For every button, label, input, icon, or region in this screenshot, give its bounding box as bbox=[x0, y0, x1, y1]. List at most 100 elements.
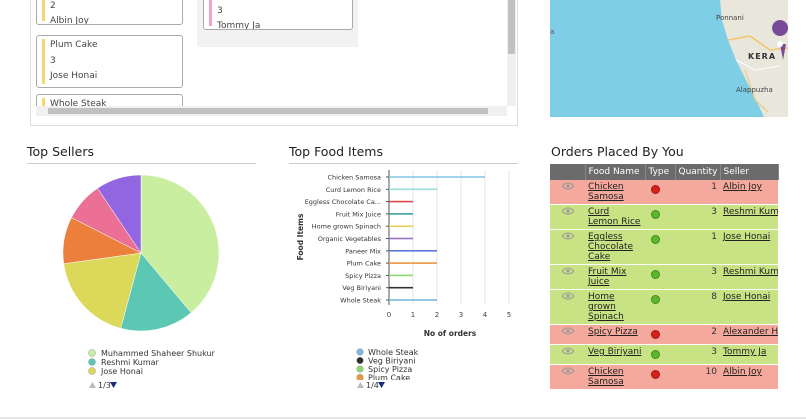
x-tick-label: 3 bbox=[459, 311, 463, 319]
header-cell: Seller bbox=[720, 164, 779, 180]
bar bbox=[389, 237, 413, 240]
legend-marker bbox=[356, 348, 364, 356]
legend-marker bbox=[88, 367, 96, 375]
legend-label: Veg Biriyani bbox=[368, 357, 416, 366]
y-tick-label: Plum Cake bbox=[347, 260, 381, 268]
view-icon-cell bbox=[550, 344, 585, 365]
seller-link[interactable]: Reshmi Kumar bbox=[723, 207, 778, 217]
quantity-cell: 3 bbox=[675, 264, 720, 290]
view-icon-cell bbox=[550, 204, 585, 230]
legend-next[interactable] bbox=[378, 382, 385, 388]
food-link[interactable]: Home grown Spinach bbox=[588, 292, 624, 322]
card: 2 Albin Joy bbox=[36, 0, 183, 25]
seller-link[interactable]: Tommy Ja bbox=[723, 347, 767, 357]
type-dot bbox=[651, 370, 660, 379]
food-cell: Chicken Samosa bbox=[585, 180, 645, 205]
seller-cell: Jose Honai bbox=[720, 229, 778, 265]
header-cell: Quantity bbox=[675, 164, 721, 180]
v-scrollbar bbox=[507, 0, 516, 106]
legend-prev bbox=[357, 382, 364, 388]
pie-slice bbox=[140, 174, 220, 314]
type-cell bbox=[645, 289, 675, 325]
header-cell: Food Name bbox=[585, 164, 646, 180]
section-title: Top Food Items bbox=[289, 144, 383, 159]
header-cell bbox=[550, 164, 586, 180]
quantity-cell: 1 bbox=[675, 180, 720, 205]
card-stripe bbox=[209, 0, 212, 26]
seller-cell: Reshmi Kumar bbox=[720, 264, 778, 290]
card-title: Plum Cake bbox=[50, 40, 98, 50]
quantity-cell: 2 bbox=[675, 324, 720, 345]
x-tick-label: 4 bbox=[483, 311, 488, 319]
y-axis-title: Food Items bbox=[296, 213, 305, 260]
food-cell: Curd Lemon Rice bbox=[585, 204, 645, 230]
seller-link[interactable]: Reshmi Kumar bbox=[723, 267, 778, 277]
food-link[interactable]: Eggless Chocolate Cake bbox=[588, 232, 634, 262]
y-tick-label: Eggless Chocolate Ca... bbox=[305, 198, 381, 206]
seller-cell: Tommy Ja bbox=[720, 344, 778, 365]
legend-marker bbox=[356, 365, 364, 373]
pie-slice bbox=[120, 252, 192, 332]
bar bbox=[389, 299, 437, 301]
food-link[interactable]: Chicken Samosa bbox=[588, 182, 624, 202]
seller-link[interactable]: Alexander Hen bbox=[723, 327, 778, 337]
seller-link[interactable]: Albin Joy bbox=[723, 367, 762, 377]
legend-marker bbox=[356, 373, 364, 380]
view-icon[interactable] bbox=[560, 182, 575, 193]
divider bbox=[27, 163, 256, 164]
legend-label: Reshmi Kumar bbox=[101, 358, 160, 367]
type-dot bbox=[651, 185, 660, 194]
legend-prev bbox=[89, 382, 96, 388]
legend-label: Jose Honai bbox=[100, 367, 143, 376]
seller-link[interactable]: Jose Honai bbox=[723, 292, 771, 302]
y-tick-label: Whole Steak bbox=[340, 297, 381, 305]
view-icon-cell bbox=[550, 180, 585, 205]
food-link[interactable]: Fruit Mix Juice bbox=[588, 267, 627, 287]
food-cell: Home grown Spinach bbox=[585, 289, 645, 325]
map-label: Ponnani bbox=[716, 14, 744, 22]
section-title: Top Sellers bbox=[27, 144, 94, 159]
card-stripe bbox=[42, 98, 45, 110]
food-link[interactable]: Chicken Samosa bbox=[588, 367, 624, 387]
card-quantity: 3 bbox=[50, 56, 56, 66]
type-cell bbox=[645, 180, 675, 205]
map-label: Alappuzha bbox=[736, 86, 773, 94]
bar bbox=[389, 225, 413, 227]
legend-next[interactable] bbox=[110, 382, 117, 388]
view-icon[interactable] bbox=[560, 232, 575, 243]
view-icon[interactable] bbox=[560, 292, 575, 303]
pie-slice bbox=[63, 252, 142, 329]
seller-cell: Albin Joy bbox=[720, 364, 778, 390]
card-customer: Jose Honai bbox=[50, 71, 98, 81]
footer-line bbox=[0, 417, 806, 419]
food-link[interactable]: Veg Biriyani bbox=[588, 347, 642, 357]
card-stripe bbox=[42, 0, 45, 21]
food-link[interactable]: Curd Lemon Rice bbox=[588, 207, 641, 227]
view-icon[interactable] bbox=[560, 267, 575, 278]
seller-link[interactable]: Jose Honai bbox=[723, 232, 771, 242]
order-row: Veg Biriyani 3 Tommy Ja bbox=[550, 344, 778, 365]
legend-label: Spicy Pizza bbox=[368, 365, 412, 374]
type-cell bbox=[645, 204, 675, 230]
view-icon[interactable] bbox=[560, 347, 575, 358]
food-link[interactable]: Spicy Pizza bbox=[588, 327, 638, 337]
legend-marker bbox=[88, 358, 96, 366]
view-icon[interactable] bbox=[560, 367, 575, 378]
card-customer: Albin Joy bbox=[50, 16, 89, 25]
order-row: Eggless Chocolate Cake 1 Jose Honai bbox=[550, 229, 778, 265]
x-tick-label: 0 bbox=[387, 311, 391, 319]
food-cell: Eggless Chocolate Cake bbox=[585, 229, 645, 265]
type-cell bbox=[645, 264, 675, 290]
quantity-cell: 3 bbox=[675, 204, 720, 230]
legend-label: Whole Steak bbox=[368, 348, 419, 357]
type-dot bbox=[651, 270, 660, 279]
card-customer: Tommy Ja bbox=[217, 21, 261, 30]
seller-link[interactable]: Albin Joy bbox=[723, 182, 762, 192]
view-icon[interactable] bbox=[560, 207, 575, 218]
card: Plum Cake 3 Jose Honai bbox=[36, 35, 183, 88]
card-quantity: 2 bbox=[50, 1, 56, 11]
view-icon[interactable] bbox=[560, 327, 575, 338]
